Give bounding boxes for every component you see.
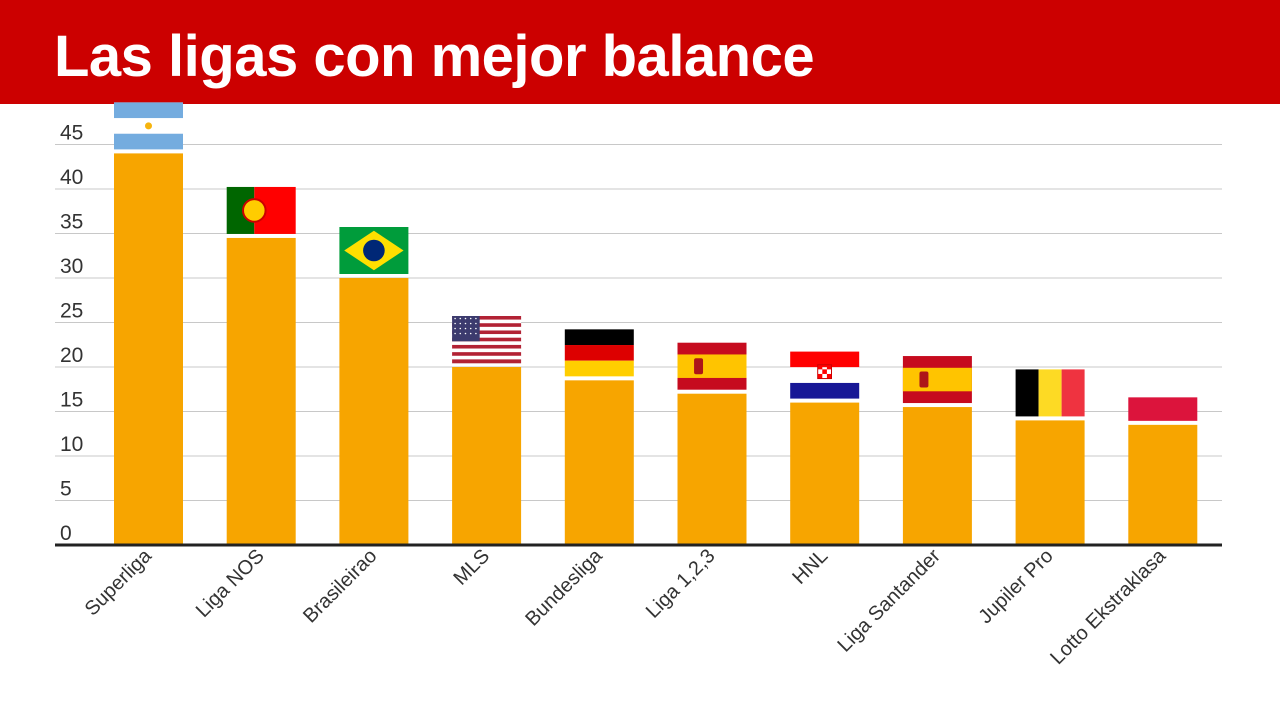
- x-tick-label: Liga Santander: [833, 545, 945, 657]
- y-axis-ticks: 0 5 10 15 20 25 30 35 40 45: [60, 122, 83, 546]
- spain-flag-icon: [902, 356, 972, 404]
- bar-brasileirao: [339, 278, 409, 545]
- croatia-flag-icon: [790, 351, 860, 399]
- portugal-flag-icon: [226, 186, 296, 234]
- bar-lotto-ekstraklasa: [1128, 424, 1198, 545]
- x-tick-label: Brasileirao: [299, 545, 381, 627]
- bar-mls: [452, 367, 522, 545]
- y-tick-label: 10: [60, 433, 83, 456]
- argentina-flag-icon: [114, 102, 183, 150]
- x-tick-label: MLS: [449, 545, 494, 590]
- brazil-flag-icon: [339, 227, 409, 274]
- x-tick-label: Superliga: [81, 544, 157, 620]
- y-tick-label: 20: [60, 344, 83, 367]
- x-tick-label: Jupiler Pro: [974, 545, 1057, 628]
- flags: [114, 102, 1198, 421]
- y-tick-label: 15: [60, 389, 83, 412]
- bar-liga-nos: [226, 237, 296, 545]
- belgium-flag-icon: [1015, 369, 1085, 417]
- y-tick-label: 30: [60, 255, 83, 278]
- usa-flag-icon: [452, 316, 522, 364]
- page-title: Las ligas con mejor balance: [54, 24, 815, 89]
- x-tick-label: Lotto Ekstraklasa: [1046, 544, 1171, 669]
- bar-jupiler-pro: [1015, 420, 1085, 545]
- spain-flag-icon: [677, 342, 747, 390]
- bar-liga-1-2-3: [677, 393, 747, 545]
- y-tick-label: 5: [60, 478, 72, 501]
- bar-liga-santander: [902, 407, 972, 545]
- bar-superliga: [114, 153, 183, 545]
- y-tick-label: 25: [60, 300, 83, 323]
- header-banner: Las ligas con mejor balance: [0, 0, 1280, 104]
- bars: [114, 153, 1198, 545]
- y-tick-label: 0: [60, 522, 72, 545]
- x-tick-label: Bundesliga: [521, 544, 607, 630]
- y-tick-label: 40: [60, 166, 83, 189]
- x-tick-label: Liga 1,2,3: [642, 545, 720, 623]
- germany-flag-icon: [564, 329, 634, 377]
- poland-flag-icon: [1128, 373, 1198, 421]
- bar-bundesliga: [564, 380, 634, 545]
- y-tick-label: 45: [60, 122, 83, 145]
- y-tick-label: 35: [60, 211, 83, 234]
- x-tick-label: HNL: [788, 545, 832, 589]
- x-axis-labels: Superliga Liga NOS Brasileirao MLS Bundeslig…: [81, 544, 1171, 669]
- x-tick-label: Liga NOS: [192, 545, 269, 622]
- bar-hnl: [790, 402, 860, 545]
